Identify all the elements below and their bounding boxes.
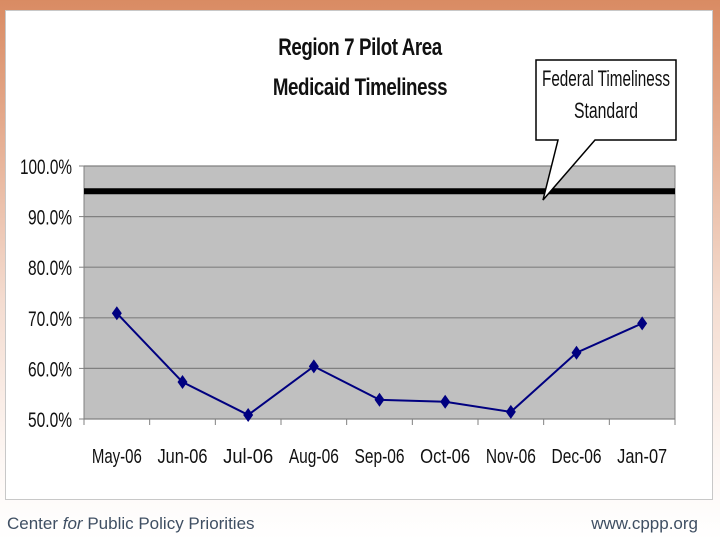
footer-org-part1: Center [7,514,63,533]
x-tick-label: Oct-06 [420,446,470,468]
diamond-marker [177,375,188,390]
y-tick-label: 100.0% [20,156,72,179]
x-tick-label: Dec-06 [552,446,602,468]
chart-title-line2: Medicaid Timeliness [272,74,448,101]
x-tick-label: Nov-06 [486,446,536,468]
y-axis: 50.0% 60.0% 70.0% 80.0% 90.0% 100.0% [20,156,675,432]
x-tick-label: May-06 [92,446,142,468]
callout-text-line2: Standard [574,98,638,123]
y-tick-label: 90.0% [28,207,72,230]
x-tick-label: Jul-06 [223,446,273,468]
x-axis: May-06 Jun-06 Jul-06 Aug-06 Sep-06 Oct-06 Nov-… [83,419,676,468]
data-series [84,188,675,422]
footer-org-part2: Public Policy Priorities [82,514,255,533]
diamond-marker [571,345,582,360]
federal-standard-callout: Federal Timeliness Standard [535,59,677,201]
diamond-marker [637,316,648,331]
footer-website: www.cppp.org [591,514,698,533]
plot-background [83,165,676,420]
chart-title-line1: Region 7 Pilot Area [278,34,442,61]
x-tick-label: Sep-06 [355,446,405,468]
diamond-marker [374,392,385,407]
y-tick-label: 60.0% [28,358,72,381]
plot-area [83,165,676,420]
x-tick-label: Aug-06 [289,446,339,468]
y-tick-label: 80.0% [28,257,72,280]
callout-text-line1: Federal Timeliness [542,66,670,91]
callout-bubble [535,59,677,201]
x-tick-label: Jun-06 [158,446,208,468]
diamond-marker [505,404,516,419]
chart-title: Region 7 Pilot Area Medicaid Timeliness [235,28,485,108]
y-tick-label: 50.0% [28,409,72,432]
diamond-marker [111,306,122,321]
diamond-marker [308,359,319,374]
y-tick-label: 70.0% [28,308,72,331]
footer-org-italic: for [62,514,83,533]
diamond-marker [243,407,254,422]
footer-organization: Center for Public Policy Priorities [7,514,255,534]
x-tick-label: Jan-07 [617,446,667,468]
diamond-marker [440,394,451,409]
